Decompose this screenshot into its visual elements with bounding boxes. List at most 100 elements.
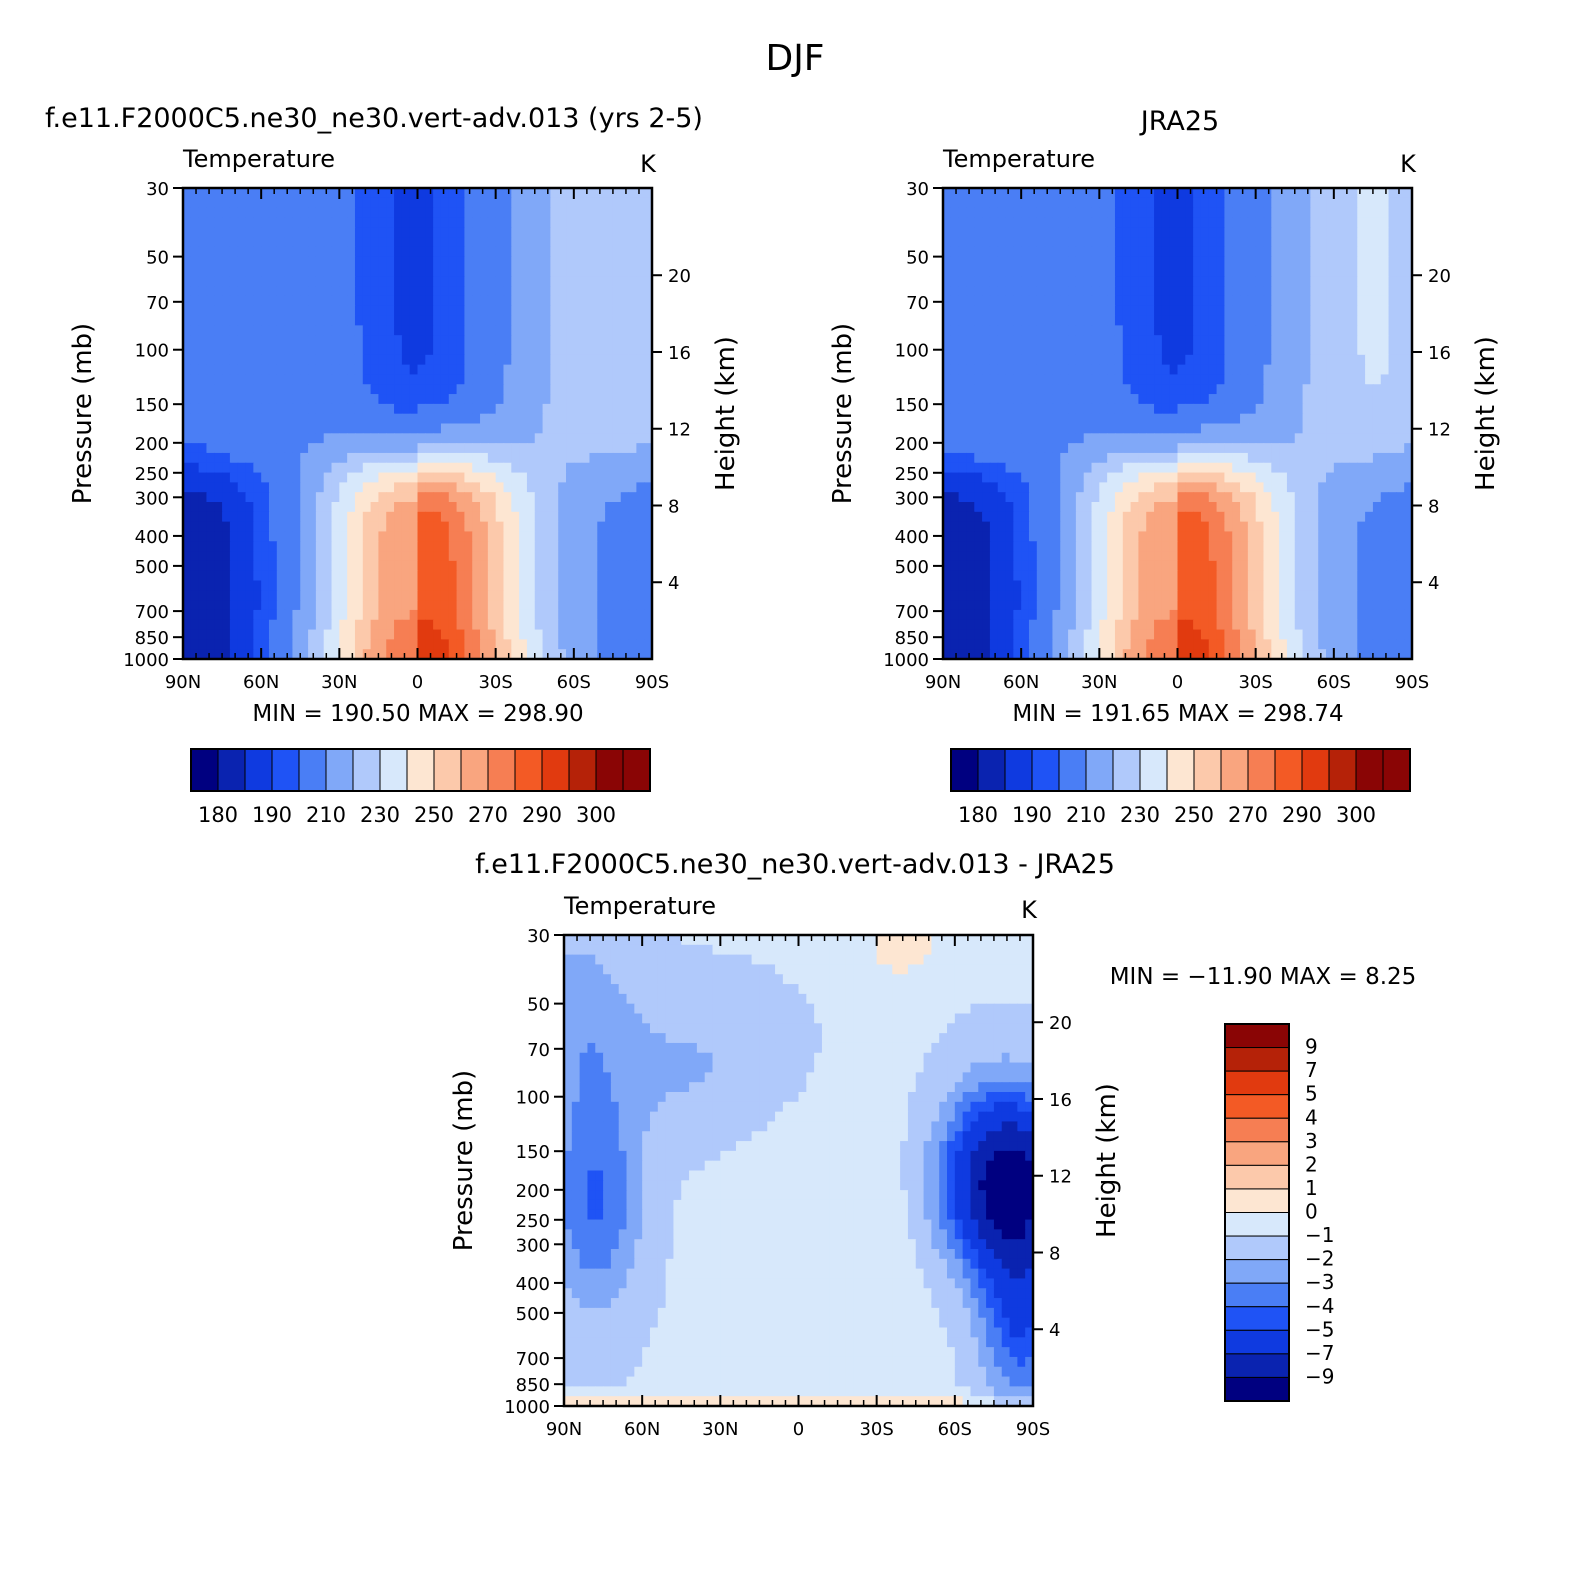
field-cell	[214, 276, 223, 287]
field-cell	[989, 374, 999, 385]
field-cell	[1302, 246, 1311, 258]
field-cell	[433, 482, 442, 493]
field-cell	[354, 619, 364, 631]
field-cell	[1279, 207, 1288, 219]
field-cell	[1357, 188, 1366, 199]
field-cell	[1138, 345, 1147, 356]
field-cell	[1138, 305, 1147, 317]
field-cell	[331, 609, 340, 621]
field-cell	[339, 511, 348, 523]
field-cell	[1185, 286, 1194, 297]
field-cell	[1052, 246, 1061, 258]
field-cell	[183, 511, 192, 523]
field-cell	[448, 354, 458, 366]
field-cell	[339, 364, 348, 376]
field-cell	[386, 295, 395, 307]
field-cell	[448, 374, 458, 385]
field-cell	[1216, 325, 1225, 336]
field-cell	[300, 374, 309, 385]
field-cell	[1294, 305, 1304, 317]
field-cell	[581, 619, 591, 631]
field-cell	[542, 403, 551, 415]
field-cell	[1404, 295, 1412, 307]
field-cell	[943, 227, 952, 238]
field-cell	[308, 207, 317, 219]
field-cell	[558, 217, 567, 228]
field-cell	[464, 403, 473, 415]
field-cell	[1146, 295, 1155, 307]
field-cell	[1310, 305, 1319, 317]
field-cell	[362, 364, 372, 376]
field-cell	[1036, 403, 1046, 415]
field-cell	[1216, 482, 1225, 493]
field-cell	[1240, 354, 1249, 366]
field-cell	[253, 217, 262, 228]
field-cell	[1185, 305, 1194, 317]
field-cell	[472, 502, 481, 513]
field-cell	[1286, 423, 1296, 434]
field-cell	[542, 619, 551, 631]
field-cell	[472, 482, 481, 493]
field-cell	[1044, 276, 1054, 287]
field-cell	[268, 403, 278, 415]
field-cell	[1372, 207, 1382, 219]
field-cell	[597, 364, 606, 376]
field-cell	[268, 266, 278, 277]
field-cell	[456, 452, 465, 464]
field-cell	[1200, 315, 1210, 326]
field-cell	[362, 531, 372, 542]
field-cell	[943, 286, 952, 297]
field-cell	[370, 227, 380, 238]
field-cell	[589, 590, 598, 601]
field-cell	[628, 423, 637, 434]
field-cell	[433, 315, 442, 326]
field-cell	[386, 462, 395, 474]
field-cell	[1286, 403, 1296, 415]
field-cell	[253, 256, 262, 268]
field-cell	[417, 246, 426, 258]
field-cell	[464, 521, 473, 533]
field-cell	[198, 217, 208, 228]
field-cell	[1091, 276, 1100, 287]
field-cell	[542, 295, 551, 307]
field-cell	[534, 600, 544, 611]
field-cell	[362, 295, 372, 307]
field-cell	[558, 443, 567, 454]
field-cell	[425, 227, 434, 238]
field-cell	[1255, 374, 1265, 385]
field-cell	[480, 305, 489, 317]
field-cell	[542, 492, 551, 503]
field-cell	[644, 335, 652, 346]
field-cell	[214, 384, 223, 395]
field-cell	[1326, 472, 1335, 483]
field-cell	[1380, 354, 1390, 366]
field-cell	[190, 560, 200, 572]
field-cell	[245, 197, 254, 209]
field-cell	[1388, 237, 1397, 248]
field-cell	[958, 295, 968, 307]
field-cell	[566, 364, 575, 376]
field-cell	[1146, 188, 1155, 199]
field-cell	[253, 266, 262, 277]
field-cell	[943, 502, 952, 513]
field-cell	[487, 364, 497, 376]
field-cell	[347, 462, 356, 474]
field-cell	[440, 325, 450, 336]
field-cell	[1169, 443, 1179, 454]
field-cell	[378, 492, 387, 503]
field-cell	[1318, 452, 1327, 464]
field-cell	[1107, 207, 1116, 219]
field-cell	[1200, 394, 1210, 405]
field-cell	[503, 246, 512, 258]
field-cell	[566, 472, 575, 483]
field-cell	[472, 560, 481, 572]
field-cell	[636, 266, 645, 277]
field-cell	[1200, 502, 1210, 513]
field-cell	[440, 629, 450, 640]
field-cell	[612, 354, 622, 366]
field-cell	[1193, 266, 1202, 277]
field-cell	[456, 580, 465, 591]
field-cell	[1365, 335, 1374, 346]
field-cell	[1193, 354, 1202, 366]
field-cell	[1294, 443, 1304, 454]
